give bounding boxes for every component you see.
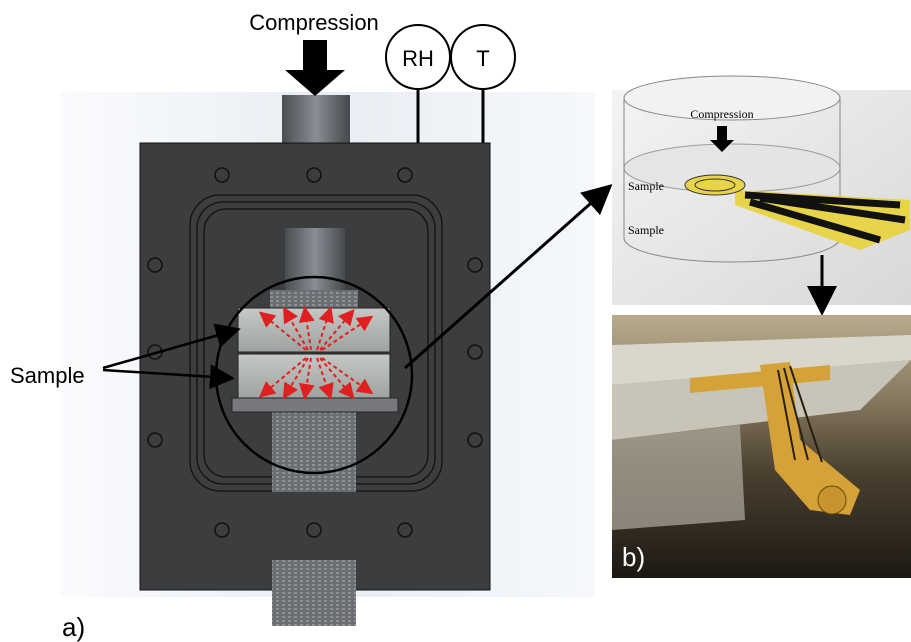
bottom-rod	[272, 560, 356, 626]
lower-sample	[238, 354, 390, 398]
inset-compression-label: Compression	[690, 107, 753, 121]
rh-label: RH	[402, 46, 434, 71]
t-label: T	[476, 46, 489, 71]
sensor-spiral	[685, 175, 745, 195]
upper-platen	[270, 290, 358, 310]
sensor-tip	[818, 486, 846, 514]
inset-lower-sample-label: Sample	[628, 223, 664, 237]
compression-arrow	[285, 40, 345, 96]
inset-upper-sample-label: Sample	[628, 179, 664, 193]
lower-rod	[272, 412, 356, 492]
top-rod	[282, 95, 350, 145]
figure: Compression RH T	[0, 0, 911, 642]
left-panel: Compression RH T	[10, 10, 595, 642]
panel-b-label: b)	[622, 542, 645, 572]
plate-shadow	[612, 425, 745, 530]
right-top-panel: Compression Sample Sample	[612, 76, 911, 305]
compression-label: Compression	[249, 10, 379, 35]
lower-platen	[232, 398, 398, 412]
sample-label: Sample	[10, 363, 85, 388]
right-bottom-panel: b)	[612, 315, 911, 578]
upper-sample	[238, 308, 390, 352]
panel-a-label: a)	[62, 612, 85, 642]
